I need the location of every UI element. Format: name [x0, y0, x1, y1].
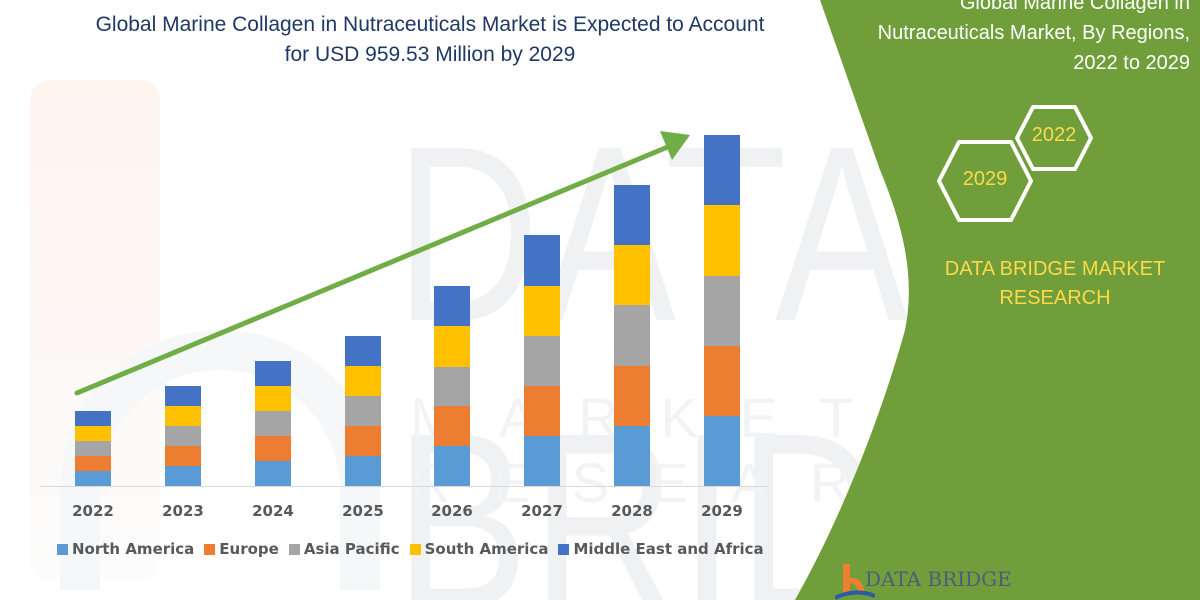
bar-segment-middle-east-and-africa [165, 386, 201, 406]
bar-segment-north-america [345, 456, 381, 486]
bar-segment-south-america [255, 386, 291, 411]
bar-segment-middle-east-and-africa [345, 336, 381, 366]
side-panel-title-line2: Nutraceuticals Market, By Regions, [877, 22, 1190, 44]
legend-item: South America [409, 540, 549, 558]
bar-segment-south-america [165, 406, 201, 426]
x-tick-label: 2025 [342, 502, 384, 520]
bar-segment-asia-pacific [434, 367, 470, 406]
bar-segment-europe [704, 346, 740, 416]
bar-segment-europe [345, 426, 381, 456]
bar-segment-middle-east-and-africa [704, 135, 740, 205]
chart-legend: North America Europe Asia Pacific South Ame… [57, 540, 774, 558]
legend-label: Europe [219, 540, 279, 558]
bar-segment-middle-east-and-africa [255, 361, 291, 386]
legend-item: Middle East and Africa [558, 540, 764, 558]
bar-segment-europe [75, 456, 111, 471]
bar-segment-south-america [75, 426, 111, 441]
bar-segment-south-america [614, 245, 650, 305]
data-bridge-logo-icon [835, 564, 875, 600]
x-tick-label: 2029 [701, 502, 743, 520]
logo-text: DATA BRIDGE [865, 567, 1012, 591]
bar-segment-asia-pacific [255, 411, 291, 436]
bar-segment-south-america [704, 205, 740, 276]
side-panel-title-line1: Global Marine Collagen in [959, 0, 1190, 14]
chart-title: Global Marine Collagen in Nutraceuticals… [40, 10, 820, 70]
hexagon-2022-icon [1015, 105, 1093, 171]
bar-segment-europe [434, 406, 470, 446]
hexagon-2029-icon [937, 140, 1033, 222]
legend-swatch-icon [409, 543, 421, 555]
hex-start-year: 2022 [1031, 124, 1077, 146]
x-tick-label: 2028 [611, 502, 653, 520]
legend-item: Europe [204, 540, 279, 558]
legend-label: Asia Pacific [303, 540, 400, 558]
hex-end-year: 2029 [962, 168, 1008, 190]
side-panel-title: Global Marine Collagen in Nutraceuticals… [830, 0, 1190, 78]
bar-segment-south-america [434, 326, 470, 367]
x-tick-label: 2026 [431, 502, 473, 520]
bar-segment-south-america [345, 366, 381, 396]
bar-segment-middle-east-and-africa [614, 185, 650, 245]
side-panel-title-line3: 2022 to 2029 [1073, 52, 1190, 74]
bar-segment-europe [614, 366, 650, 426]
legend-swatch-icon [57, 543, 68, 555]
bar-segment-middle-east-and-africa [524, 235, 560, 286]
bar-segment-europe [255, 436, 291, 461]
legend-label: North America [72, 540, 195, 558]
bar-segment-north-america [614, 426, 650, 486]
legend-label: Middle East and Africa [573, 540, 764, 558]
bar-segment-north-america [75, 471, 111, 486]
brand-line2: RESEARCH [999, 287, 1111, 309]
bar-segment-europe [524, 386, 560, 436]
bar-segment-middle-east-and-africa [434, 286, 470, 326]
bar-segment-middle-east-and-africa [75, 411, 111, 426]
x-tick-label: 2023 [162, 502, 204, 520]
x-tick-label: 2027 [521, 502, 563, 520]
bar-segment-north-america [434, 446, 470, 486]
bar-segment-asia-pacific [704, 276, 740, 346]
x-tick-label: 2022 [72, 502, 114, 520]
bar-segment-asia-pacific [614, 305, 650, 366]
brand-line1: DATA BRIDGE MARKET [944, 258, 1166, 280]
bar-segment-asia-pacific [524, 336, 560, 386]
bar-segment-north-america [165, 466, 201, 486]
bar-segment-north-america [704, 416, 740, 486]
legend-swatch-icon [558, 543, 570, 555]
bar-segment-north-america [255, 461, 291, 486]
bar-segment-south-america [524, 286, 560, 336]
bar-segment-asia-pacific [345, 396, 381, 426]
brand-name: DATA BRIDGE MARKET RESEARCH [915, 255, 1195, 313]
chart-title-line2: for USD 959.53 Million by 2029 [284, 43, 576, 66]
bar-segment-asia-pacific [75, 441, 111, 456]
legend-label: South America [424, 540, 549, 558]
bar-segment-north-america [524, 436, 560, 486]
legend-item: Asia Pacific [288, 540, 400, 558]
x-axis-line [40, 486, 768, 487]
legend-item: North America [57, 540, 194, 558]
chart-title-line1: Global Marine Collagen in Nutraceuticals… [95, 13, 765, 36]
legend-swatch-icon [288, 543, 300, 555]
bar-segment-europe [165, 446, 201, 466]
x-tick-label: 2024 [252, 502, 294, 520]
bar-segment-asia-pacific [165, 426, 201, 446]
legend-swatch-icon [204, 543, 216, 555]
